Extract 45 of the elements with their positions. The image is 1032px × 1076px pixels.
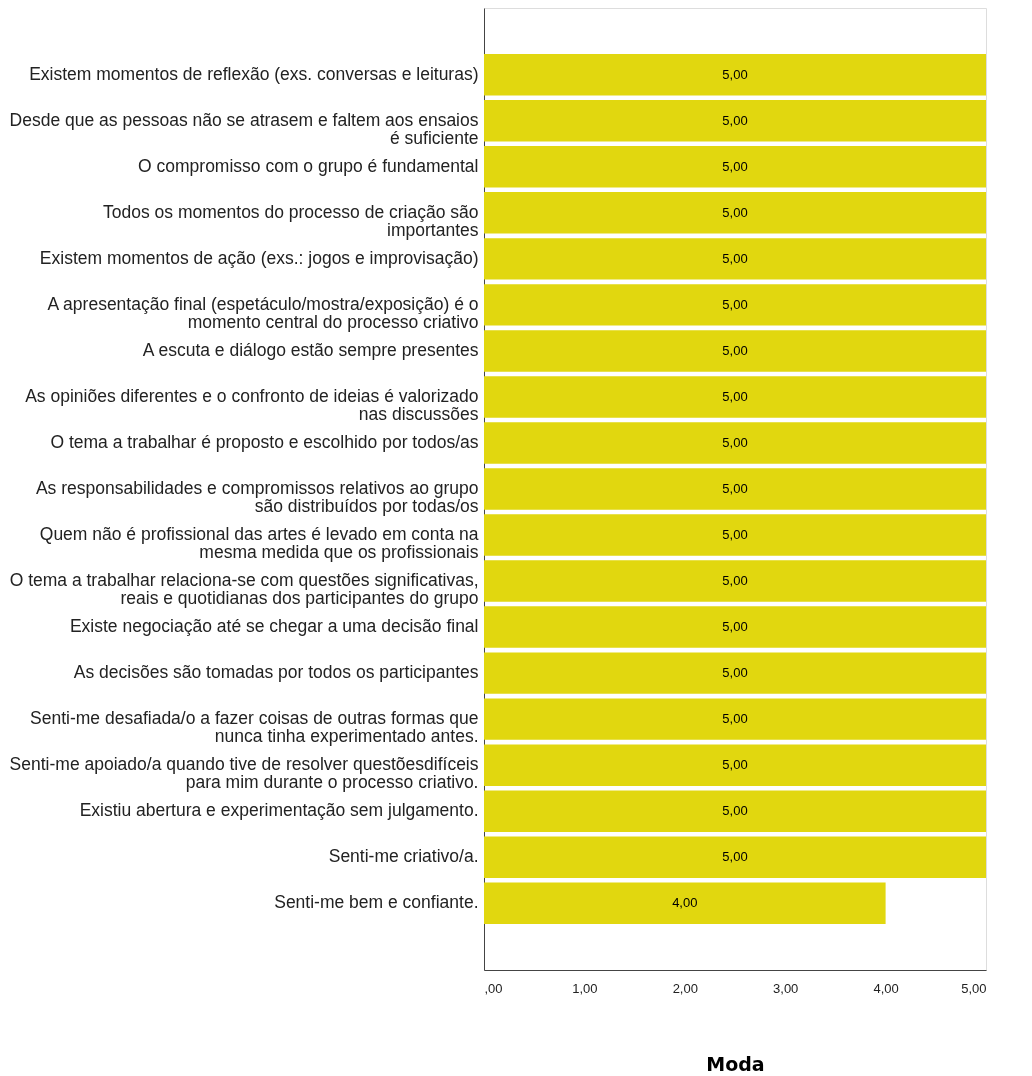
y-tick-label: As responsabilidades e compromissos relativos ao grupo são distribuídos por todas/os bbox=[35, 478, 479, 516]
data-label: 5,00 bbox=[722, 849, 748, 865]
y-tick-label: Senti-me desafiada/o a fazer coisas de outras formas que nunca tinha experimentado antes. bbox=[30, 708, 479, 747]
y-tick-label: O tema a trabalhar é proposto e escolhido por todos/as bbox=[50, 431, 479, 452]
data-label: 5,00 bbox=[722, 619, 748, 635]
data-label: 5,00 bbox=[722, 112, 748, 128]
data-label: 5,00 bbox=[722, 158, 748, 174]
y-tick-label: Senti-me apoiado/a quando tive de resolver questõesdifíceis para mim durante o processo criativo. bbox=[9, 754, 479, 793]
y-tick-label: Existiu abertura e experimentação sem julgamento. bbox=[79, 800, 479, 821]
data-label: 5,00 bbox=[722, 711, 748, 727]
x-tick-label: 3,00 bbox=[773, 980, 799, 996]
y-tick-label: O tema a trabalhar relaciona-se com questões significativas, reais e quotidianas dos participantes do grupo bbox=[9, 570, 479, 609]
y-tick-label: As decisões são tomadas por todos os participantes bbox=[73, 662, 479, 683]
data-label: 5,00 bbox=[722, 757, 748, 773]
x-tick-label: 1,00 bbox=[572, 980, 598, 996]
data-label: 5,00 bbox=[722, 66, 748, 82]
data-label: 5,00 bbox=[722, 481, 748, 496]
y-tick-label: A apresentação final (espetáculo/mostra/exposição) é o momento central do processo criativo bbox=[47, 293, 479, 332]
data-label: 5,00 bbox=[722, 665, 748, 681]
y-tick-label: O compromisso com o grupo é fundamental bbox=[138, 155, 479, 176]
data-label: 5,00 bbox=[722, 250, 748, 266]
y-tick-label: Quem não é profissional das artes é levado em conta na mesma medida que os profissionais bbox=[39, 524, 479, 563]
data-label: 5,00 bbox=[722, 434, 748, 450]
x-tick-label: 4,00 bbox=[873, 980, 899, 996]
data-label: 5,00 bbox=[722, 388, 748, 404]
y-tick-label: Senti-me bem e confiante. bbox=[274, 892, 479, 913]
x-tick-label: 5,00 bbox=[961, 980, 987, 996]
data-label: 5,00 bbox=[722, 803, 748, 819]
data-label: 5,00 bbox=[722, 204, 748, 220]
data-label: 5,00 bbox=[722, 527, 748, 543]
data-label: 5,00 bbox=[722, 342, 748, 358]
x-tick-label: 2,00 bbox=[672, 980, 698, 996]
data-label: 4,00 bbox=[672, 895, 698, 911]
x-tick-label: ,00 bbox=[484, 980, 503, 996]
y-tick-label: Existe negociação até se chegar a uma decisão final bbox=[69, 616, 479, 637]
x-axis-title: Moda bbox=[706, 1052, 765, 1075]
y-tick-label: Desde que as pessoas não se atrasem e faltem aos ensaios é suficiente bbox=[9, 109, 479, 148]
data-label: 5,00 bbox=[722, 296, 748, 312]
y-tick-label: Existem momentos de ação (exs.: jogos e improvisação) bbox=[39, 247, 479, 268]
y-tick-label: As opiniões diferentes e o confronto de ideias é valorizado nas discussões bbox=[25, 385, 479, 424]
y-tick-label: Existem momentos de reflexão (exs. conversas e leituras) bbox=[29, 63, 479, 84]
y-tick-label: Todos os momentos do processo de criação são importantes bbox=[103, 201, 479, 240]
data-label: 5,00 bbox=[722, 573, 748, 589]
y-tick-label: Senti-me criativo/a. bbox=[328, 846, 479, 867]
y-tick-label: A escuta e diálogo estão sempre presentes bbox=[142, 339, 479, 360]
